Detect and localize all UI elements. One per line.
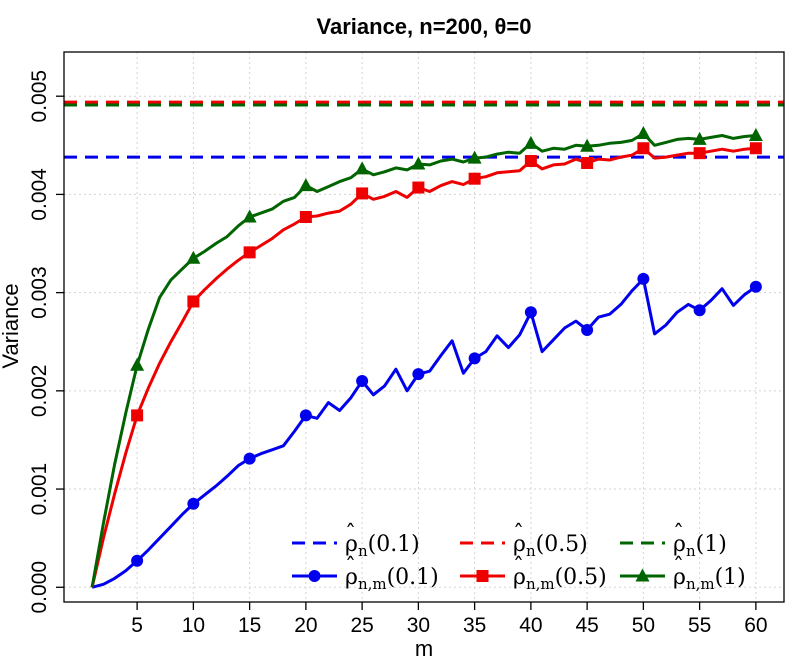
x-tick-label: 55 — [688, 614, 711, 637]
legend-hat: ˆ — [513, 522, 524, 547]
data-point — [467, 150, 482, 164]
data-point — [637, 142, 650, 155]
x-tick-label: 10 — [182, 614, 205, 637]
data-point — [468, 172, 481, 185]
legend: ρn(0.1)ˆ ρn(0.5)ˆ ρn(1)ˆρn,m(0.1)ˆ ρn,m(0.5… — [292, 522, 746, 593]
legend-label: ρn(0.1) — [345, 532, 420, 560]
data-point — [693, 147, 706, 160]
data-point — [356, 187, 369, 200]
data-point — [748, 127, 763, 141]
series-line — [90, 132, 757, 588]
legend-label: ρn,m(1) — [673, 565, 746, 593]
y-axis: 0.000 0.001 0.002 0.003 0.004 0.005 — [28, 70, 64, 614]
data-point — [355, 161, 370, 175]
legend-label: ρn,m(0.1) — [345, 565, 439, 593]
x-tick-label: 50 — [632, 614, 655, 637]
data-point — [130, 357, 145, 371]
data-point — [186, 250, 201, 264]
data-point — [468, 352, 481, 365]
data-point — [636, 126, 651, 140]
data-point — [693, 304, 706, 317]
legend-hat: ˆ — [673, 555, 684, 580]
legend-marker — [476, 570, 489, 582]
data-point — [524, 155, 537, 168]
data-point — [187, 295, 200, 308]
data-point — [412, 368, 425, 381]
data-point — [523, 135, 538, 149]
series-line — [90, 146, 757, 588]
y-tick-label: 0.004 — [28, 168, 51, 221]
series-markers — [130, 126, 763, 567]
reference-lines — [64, 100, 784, 159]
legend-marker — [308, 570, 321, 582]
data-point — [637, 272, 650, 285]
x-tick-label: 15 — [238, 614, 261, 637]
legend-label: ρn,m(0.5) — [513, 565, 607, 593]
data-point — [356, 375, 369, 388]
series-line — [91, 277, 757, 589]
legend-hat: ˆ — [345, 555, 356, 580]
y-tick-label: 0.003 — [28, 266, 51, 319]
data-point — [412, 181, 425, 194]
data-point — [524, 306, 537, 319]
y-tick-label: 0.002 — [28, 365, 51, 418]
data-point — [131, 554, 144, 567]
legend-hat: ˆ — [513, 555, 524, 580]
legend-hat: ˆ — [345, 522, 356, 547]
data-point — [581, 323, 594, 336]
data-point — [243, 246, 256, 259]
data-point — [299, 409, 312, 422]
y-tick-label: 0.005 — [28, 70, 51, 123]
series-lines — [90, 132, 757, 589]
plot-frame — [63, 51, 785, 603]
data-point — [243, 452, 256, 465]
data-point — [411, 156, 426, 170]
legend-hat: ˆ — [673, 522, 684, 547]
data-point — [692, 131, 707, 145]
x-tick-label: 60 — [744, 614, 767, 637]
x-tick-label: 45 — [575, 614, 598, 637]
chart-title: Variance, n=200, θ=0 — [317, 14, 532, 39]
x-tick-label: 40 — [519, 614, 542, 637]
y-tick-label: 0.001 — [28, 463, 51, 516]
y-axis-label: Variance — [0, 283, 23, 368]
grid — [64, 52, 784, 602]
data-point — [299, 211, 312, 223]
data-point — [131, 409, 144, 422]
legend-label: ρn(0.5) — [513, 532, 588, 560]
x-tick-label: 5 — [131, 614, 143, 637]
x-tick-label: 20 — [294, 614, 317, 637]
data-point — [749, 280, 762, 293]
data-point — [242, 209, 257, 223]
x-tick-label: 35 — [463, 614, 486, 637]
data-point — [298, 178, 313, 192]
legend-marker — [635, 568, 650, 582]
x-tick-label: 25 — [350, 614, 373, 637]
data-point — [580, 138, 595, 152]
x-axis-label: m — [415, 636, 433, 660]
legend-label: ρn(1) — [673, 532, 727, 560]
data-point — [749, 142, 762, 155]
x-tick-label: 30 — [407, 614, 430, 637]
data-point — [581, 156, 594, 169]
x-axis: 5 10 15 20 25 30 35 40 45 50 55 60 — [131, 602, 768, 637]
data-point — [187, 497, 200, 510]
y-tick-label: 0.000 — [28, 561, 51, 614]
